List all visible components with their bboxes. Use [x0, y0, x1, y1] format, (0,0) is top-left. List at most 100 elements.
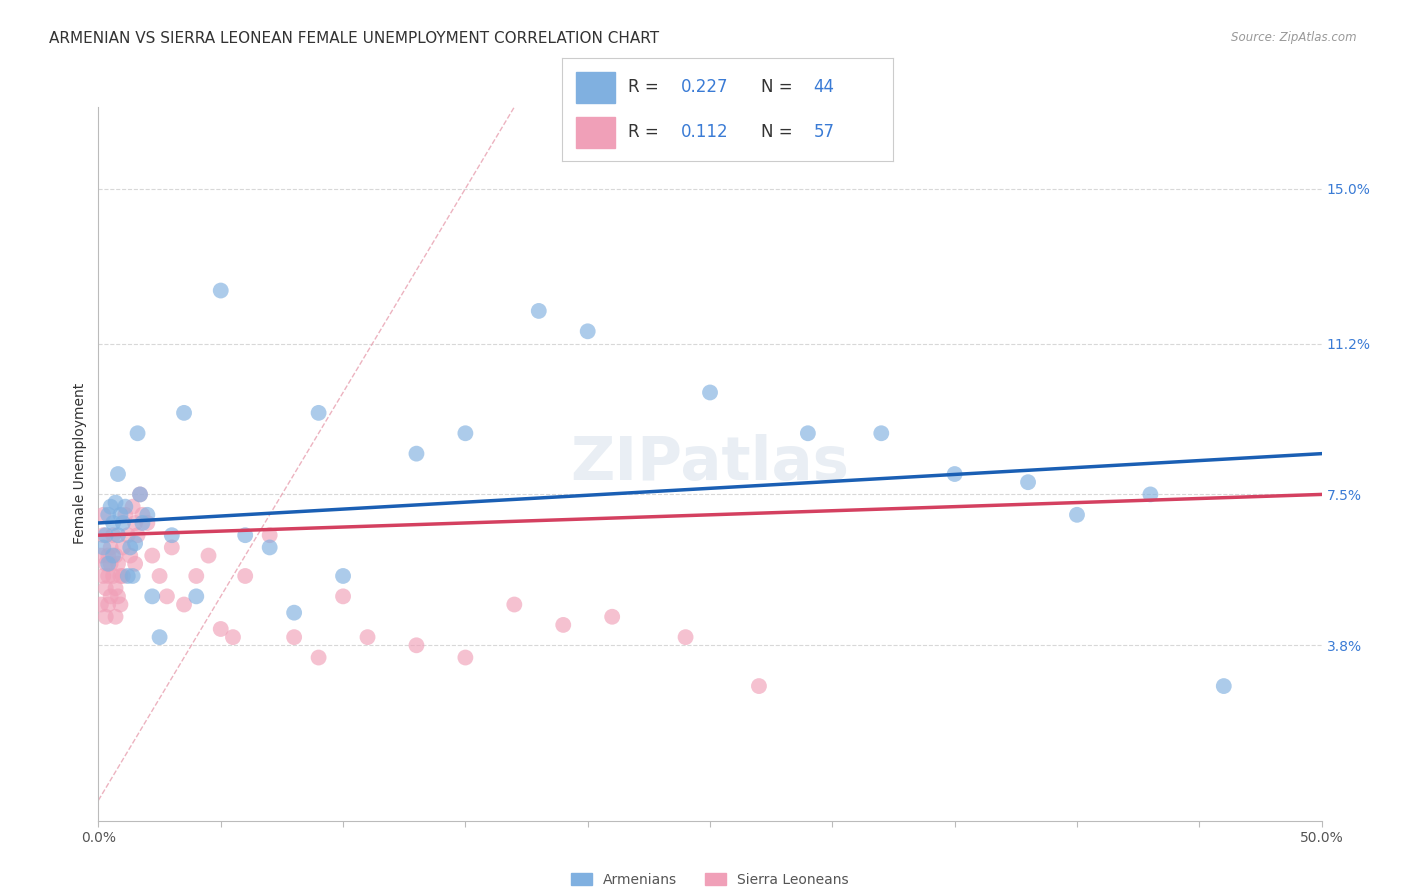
Text: 44: 44 [814, 78, 835, 95]
Point [160, 541, 183, 555]
Point [104, 549, 127, 563]
Point [156, 590, 179, 604]
Point [149, 630, 172, 644]
Point [141, 590, 163, 604]
Point [553, 618, 575, 632]
Point [94, 609, 117, 624]
Point [405, 638, 427, 652]
Point [454, 650, 477, 665]
Point [527, 304, 550, 318]
Text: ZIPatlas: ZIPatlas [571, 434, 849, 493]
Point [129, 487, 152, 501]
Point [222, 630, 245, 644]
Point [233, 569, 256, 583]
Legend: Armenians, Sierra Leoneans: Armenians, Sierra Leoneans [565, 867, 855, 892]
Point [1017, 475, 1039, 490]
Point [90, 549, 112, 563]
Text: N =: N = [761, 78, 797, 95]
Point [233, 528, 256, 542]
Point [110, 508, 132, 522]
Point [124, 516, 146, 530]
Point [110, 598, 132, 612]
Point [675, 630, 697, 644]
Point [97, 598, 120, 612]
Point [114, 500, 136, 514]
Point [124, 536, 146, 550]
Point [197, 549, 219, 563]
Point [104, 581, 127, 595]
Point [454, 426, 477, 441]
Point [124, 557, 146, 571]
Point [91, 528, 114, 542]
Point [117, 528, 139, 542]
Text: 0.227: 0.227 [682, 78, 728, 95]
Point [100, 557, 122, 571]
Point [600, 609, 623, 624]
Text: R =: R = [628, 123, 665, 141]
Text: Source: ZipAtlas.com: Source: ZipAtlas.com [1232, 31, 1357, 45]
Point [110, 569, 132, 583]
Point [107, 590, 129, 604]
Point [107, 557, 129, 571]
Text: ARMENIAN VS SIERRA LEONEAN FEMALE UNEMPLOYMENT CORRELATION CHART: ARMENIAN VS SIERRA LEONEAN FEMALE UNEMPL… [49, 31, 659, 46]
Point [209, 622, 232, 636]
Point [308, 650, 330, 665]
Point [259, 541, 281, 555]
Point [136, 508, 159, 522]
Point [173, 406, 195, 420]
Point [259, 528, 281, 542]
Point [129, 487, 152, 501]
Point [97, 549, 120, 563]
Point [120, 549, 142, 563]
Point [97, 508, 120, 522]
Point [141, 549, 163, 563]
Point [1212, 679, 1234, 693]
Point [127, 426, 149, 441]
Point [101, 549, 124, 563]
Bar [575, 118, 616, 148]
Point [576, 324, 599, 338]
Point [120, 541, 142, 555]
Point [797, 426, 820, 441]
Point [131, 508, 153, 522]
Point [186, 569, 208, 583]
Point [94, 581, 117, 595]
Point [91, 541, 114, 555]
Point [308, 406, 330, 420]
Text: 0.112: 0.112 [682, 123, 728, 141]
Point [748, 679, 770, 693]
Point [186, 590, 208, 604]
Point [100, 500, 122, 514]
Point [160, 528, 183, 542]
Text: R =: R = [628, 78, 665, 95]
Point [699, 385, 721, 400]
Point [101, 528, 124, 542]
Point [503, 598, 526, 612]
Point [114, 508, 136, 522]
Bar [575, 72, 616, 103]
Point [100, 590, 122, 604]
Y-axis label: Female Unemployment: Female Unemployment [73, 384, 87, 544]
Text: N =: N = [761, 123, 797, 141]
Point [94, 557, 117, 571]
Point [101, 516, 124, 530]
Point [332, 569, 354, 583]
Point [149, 569, 172, 583]
Point [1066, 508, 1088, 522]
Point [91, 569, 114, 583]
Point [104, 609, 127, 624]
Point [121, 569, 143, 583]
Point [107, 528, 129, 542]
Point [1139, 487, 1161, 501]
Point [91, 508, 114, 522]
Point [97, 557, 120, 571]
Point [94, 528, 117, 542]
Point [283, 630, 305, 644]
Point [117, 569, 139, 583]
Point [136, 516, 159, 530]
Point [101, 569, 124, 583]
Point [173, 598, 195, 612]
Point [405, 447, 427, 461]
Point [209, 284, 232, 298]
Point [100, 541, 122, 555]
